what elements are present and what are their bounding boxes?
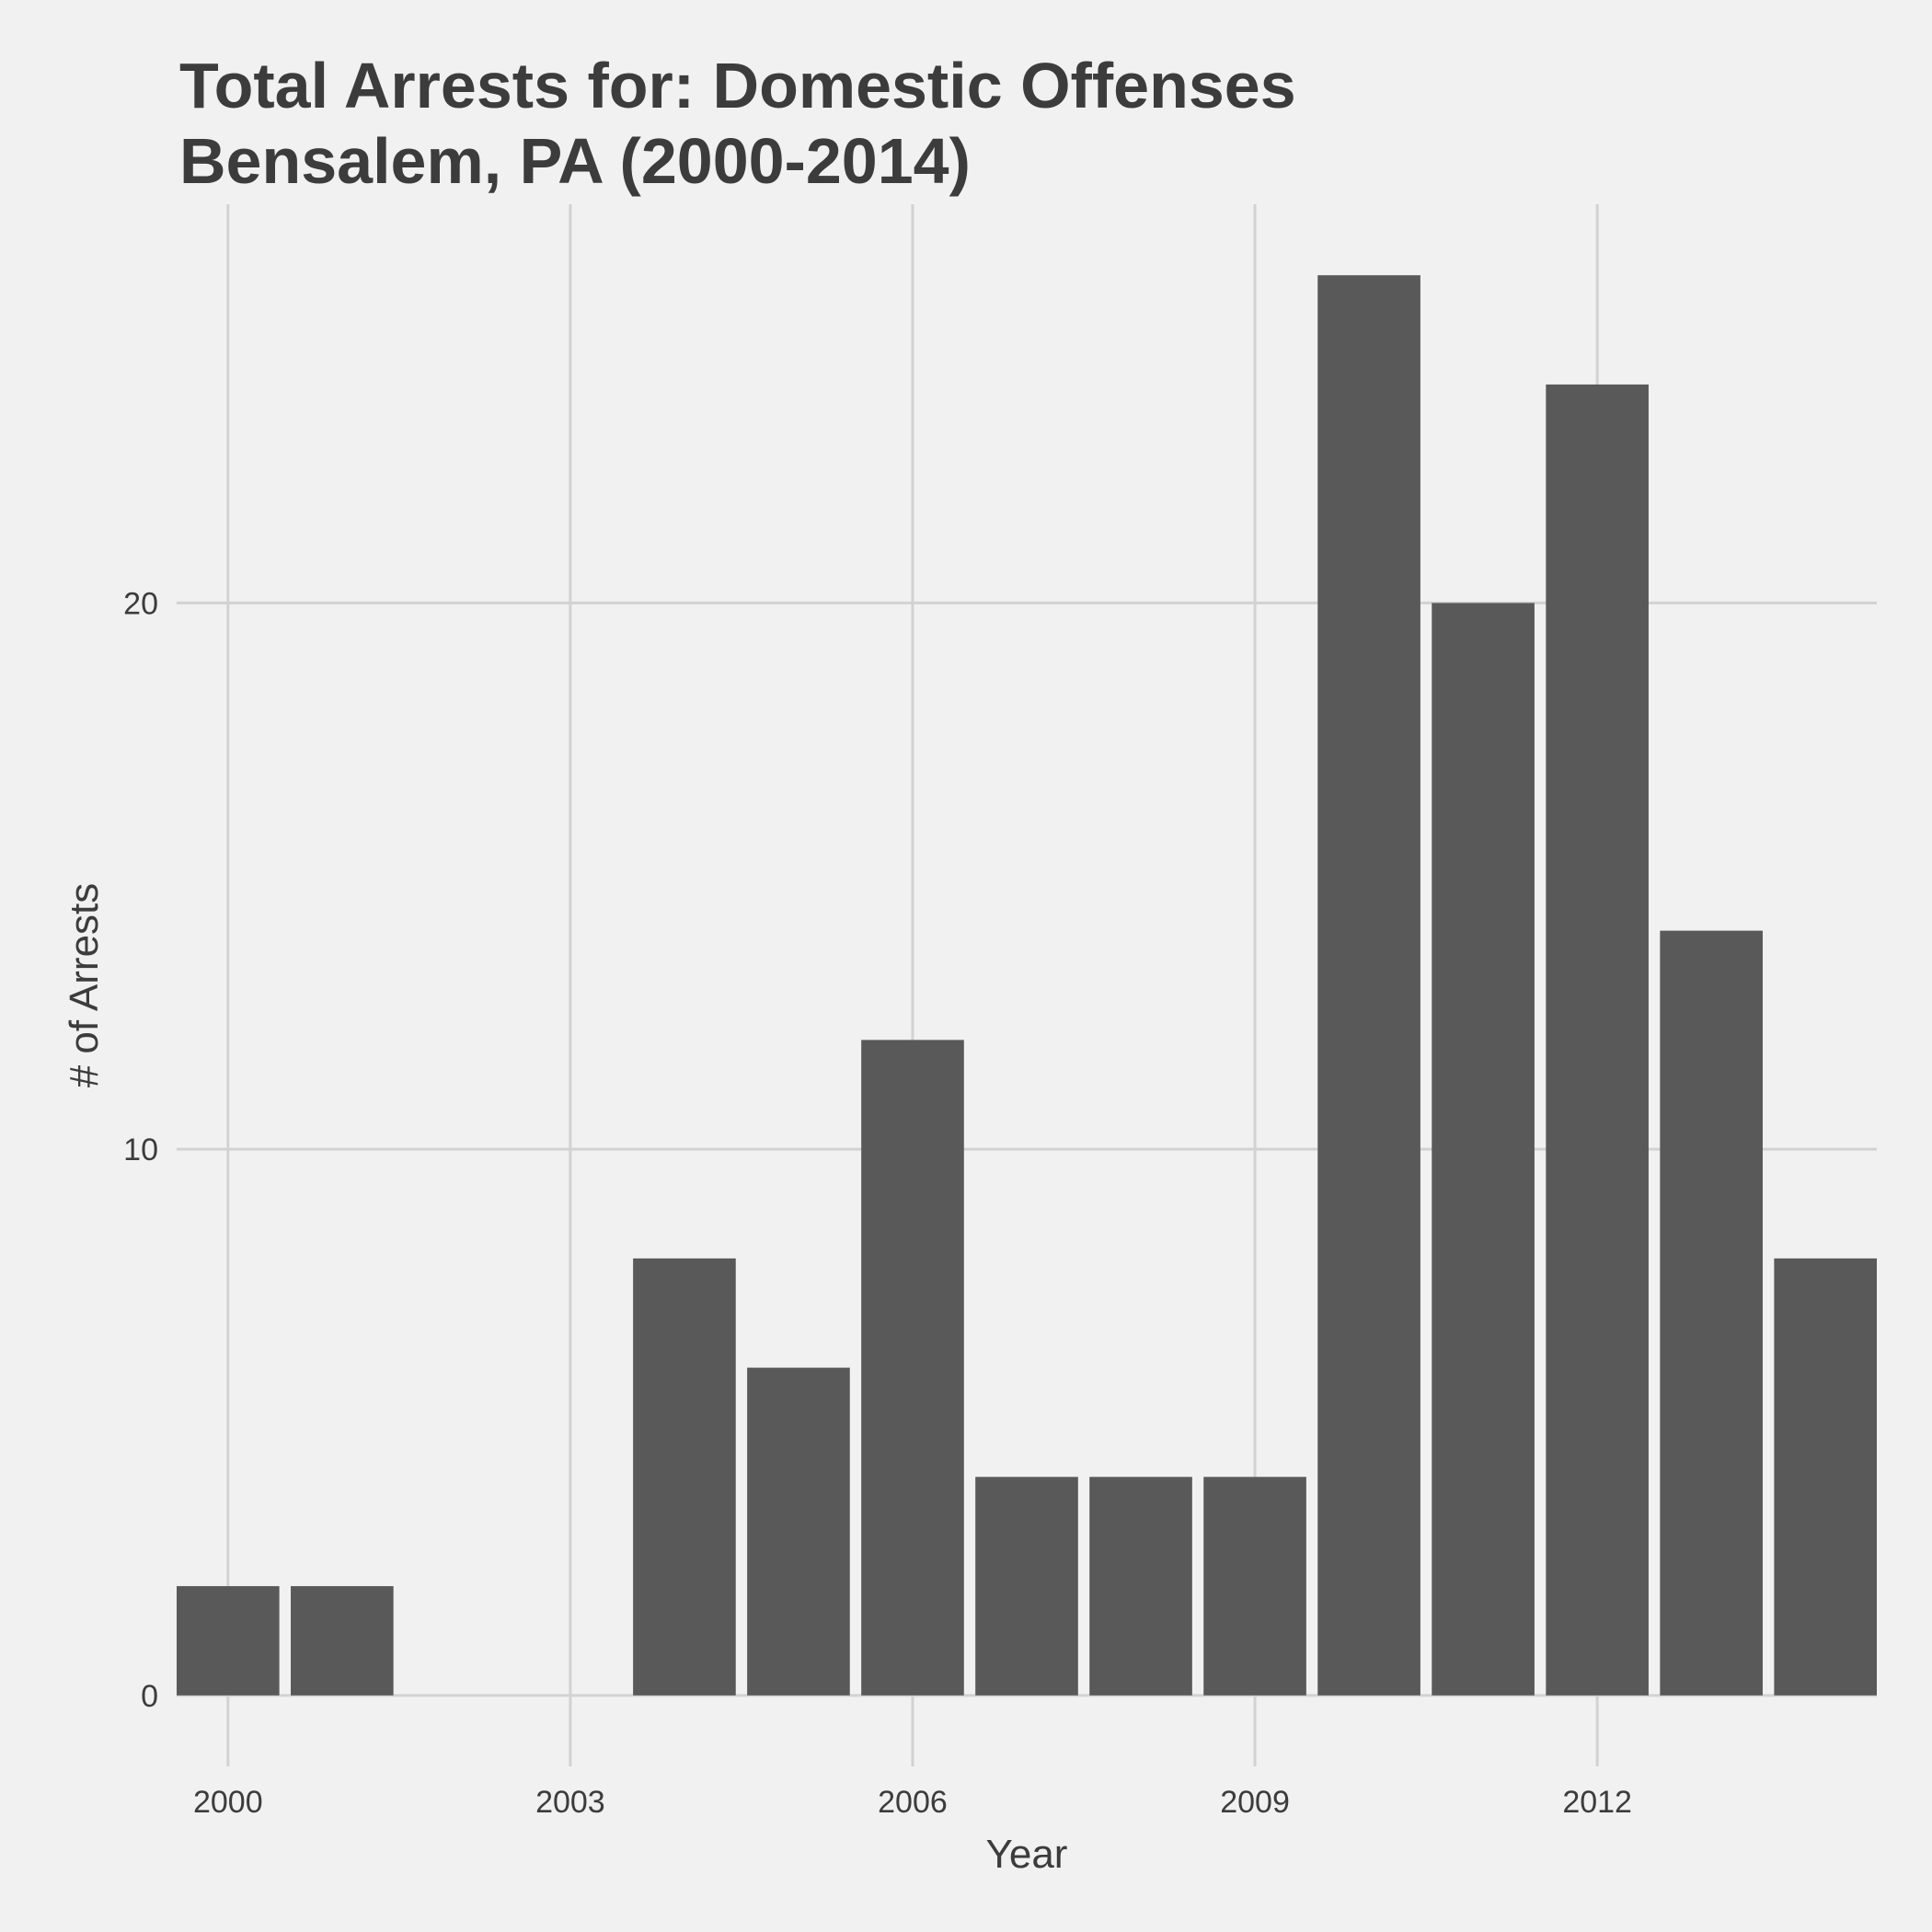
x-tick-label: 2006 <box>878 1785 948 1820</box>
tick-labels: 0 10 20 2000 2003 2006 2009 2012 <box>123 586 1632 1820</box>
bar-2011 <box>1432 603 1535 1696</box>
x-tick-label: 2009 <box>1220 1785 1290 1820</box>
bar-2001 <box>291 1586 394 1696</box>
chart-title: Total Arrests for: Domestic Offenses Ben… <box>179 48 1296 199</box>
bars <box>177 275 1877 1696</box>
bar-2006 <box>861 1040 964 1696</box>
y-axis-title: # of Arrests <box>62 883 107 1088</box>
chart-title-line-1: Total Arrests for: Domestic Offenses <box>179 50 1296 121</box>
bar-2012 <box>1546 384 1649 1696</box>
bar-2014 <box>1774 1258 1877 1696</box>
bar-2000 <box>177 1586 280 1696</box>
y-tick-label: 10 <box>123 1133 158 1167</box>
bar-2009 <box>1203 1477 1306 1696</box>
bar-2008 <box>1089 1477 1192 1696</box>
y-tick-label: 0 <box>141 1679 158 1714</box>
x-tick-label: 2000 <box>193 1785 263 1820</box>
bar-2013 <box>1660 930 1763 1696</box>
x-tick-label: 2012 <box>1562 1785 1632 1820</box>
x-axis-title: Year <box>986 1832 1068 1877</box>
bar-2004 <box>633 1258 736 1696</box>
y-tick-label: 20 <box>123 586 158 621</box>
bar-2010 <box>1317 275 1420 1696</box>
chart-title-line-2: Bensalem, PA (2000-2014) <box>179 125 971 197</box>
bar-2005 <box>747 1367 850 1696</box>
x-tick-label: 2003 <box>535 1785 605 1820</box>
bar-2007 <box>975 1477 1078 1696</box>
